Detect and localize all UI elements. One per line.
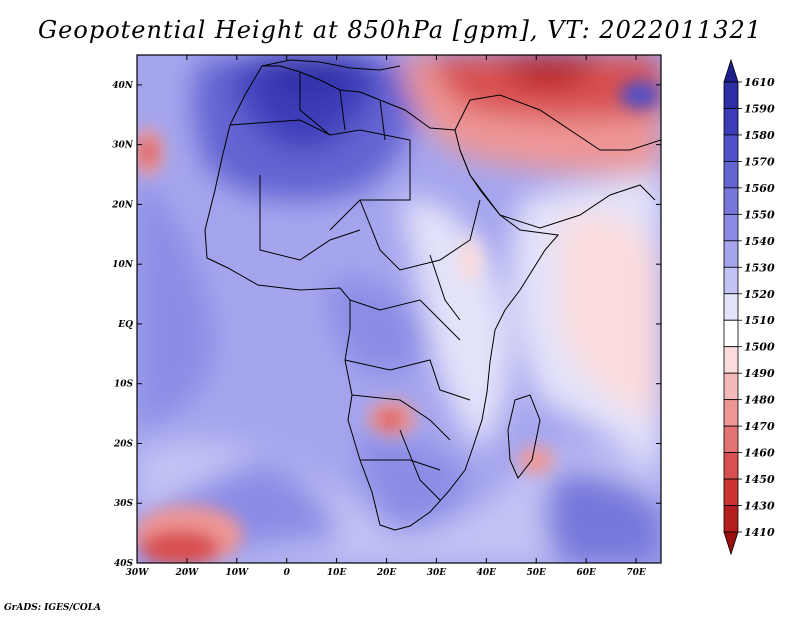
lon-label: 20E <box>376 568 397 578</box>
lat-label: 20S <box>113 439 134 449</box>
colorbar-label: 1610 <box>744 76 775 89</box>
colorbar-label: 1450 <box>744 473 775 486</box>
lat-label: 30S <box>114 499 134 509</box>
grads-credit: GrADS: IGES/COLA <box>4 603 102 613</box>
colorbar-swatch <box>723 505 739 533</box>
lon-label: 60E <box>576 568 596 578</box>
colorbar-label: 1430 <box>744 500 775 513</box>
latitude-axis: 40N 30N 20N 10N EQ 10S 20S 30S 40S <box>111 81 661 569</box>
colorbar-swatch <box>723 319 739 348</box>
lon-label: 20W <box>175 568 200 578</box>
lon-label: 40E <box>477 568 497 578</box>
lon-label: 30W <box>126 568 150 578</box>
lat-label: 20N <box>111 200 134 210</box>
lon-label: 10E <box>327 568 347 578</box>
colorbar-swatch <box>723 240 739 268</box>
map-title: Geopotential Height at 850hPa [gpm], VT:… <box>38 16 762 44</box>
colorbar-swatch <box>723 161 739 189</box>
colorbar-label: 1540 <box>744 235 775 248</box>
colorbar-swatch <box>723 372 739 401</box>
colorbar-label: 1550 <box>744 208 775 221</box>
lon-label: 70E <box>626 568 646 578</box>
lat-label: 10N <box>112 260 134 270</box>
colorbar: 1610 1590 1580 1570 1560 1550 1540 1530 1520 1510… <box>723 58 775 556</box>
colorbar-swatch <box>723 108 739 136</box>
longitude-axis: 30W 20W 10W 0 10E 20E 30E 40E 50E 60E 70E <box>126 55 646 578</box>
lat-label: EQ <box>117 320 133 330</box>
coastlines <box>204 59 661 531</box>
colorbar-swatch <box>723 346 739 374</box>
colorbar-swatch <box>723 425 739 453</box>
colorbar-label: 1510 <box>744 314 775 327</box>
colorbar-bottom-arrow <box>723 531 739 556</box>
colorbar-label: 1580 <box>744 129 775 142</box>
colorbar-label: 1590 <box>744 102 775 115</box>
lat-label: 30N <box>112 141 134 151</box>
height-field <box>137 55 661 563</box>
colorbar-swatch <box>723 293 739 321</box>
colorbar-label: 1480 <box>744 394 775 407</box>
colorbar-label: 1460 <box>744 447 775 460</box>
map-frame <box>136 54 662 564</box>
colorbar-swatch <box>723 266 739 295</box>
colorbar-label: 1470 <box>744 420 775 433</box>
lon-label: 30E <box>427 568 447 578</box>
colorbar-swatch <box>723 213 739 242</box>
colorbar-label: 1410 <box>744 526 775 539</box>
colorbar-label: 1570 <box>744 155 775 168</box>
colorbar-label: 1520 <box>744 288 775 301</box>
colorbar-swatch <box>723 478 739 506</box>
lon-label: 10W <box>225 568 249 578</box>
colorbar-swatch <box>723 452 739 480</box>
colorbar-swatch <box>723 399 739 427</box>
lat-label: 40S <box>114 559 134 569</box>
colorbar-label: 1530 <box>744 261 775 274</box>
colorbar-swatch <box>723 187 739 215</box>
colorbar-label: 1560 <box>744 182 775 195</box>
lon-label: 50E <box>527 568 547 578</box>
colorbar-swatch <box>723 134 739 162</box>
colorbar-label: 1490 <box>744 367 775 380</box>
colorbar-top-arrow <box>723 58 739 83</box>
lat-label: 40N <box>112 81 134 91</box>
colorbar-label: 1500 <box>744 341 775 354</box>
lat-label: 10S <box>114 380 134 390</box>
lon-label: 0 <box>284 568 291 578</box>
colorbar-swatch <box>723 81 739 109</box>
